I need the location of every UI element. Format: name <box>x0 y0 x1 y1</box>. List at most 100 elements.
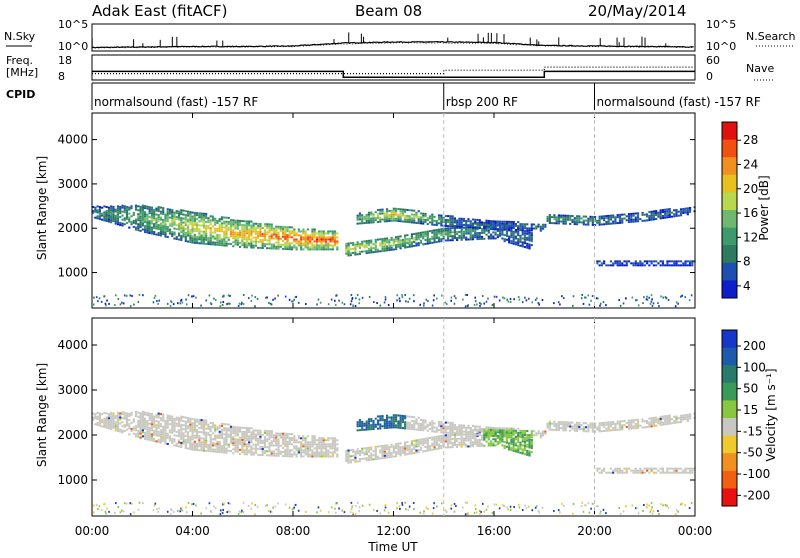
velocity-cell <box>189 444 191 446</box>
power-cell <box>189 239 191 241</box>
power-cell <box>379 244 381 246</box>
power-cell <box>485 226 487 228</box>
power-cell <box>209 294 211 296</box>
velocity-cell <box>386 419 388 421</box>
velocity-cell <box>176 417 178 419</box>
velocity-cell <box>259 436 261 438</box>
velocity-cell <box>185 447 187 449</box>
power-cell <box>186 303 188 305</box>
velocity-cell <box>171 416 173 418</box>
power-cell <box>336 232 338 234</box>
power-cell <box>449 223 451 225</box>
power-cell <box>115 211 117 213</box>
power-cell <box>327 238 329 240</box>
velocity-cell <box>517 451 519 453</box>
velocity-cell <box>223 439 225 441</box>
velocity-cell <box>94 423 96 425</box>
velocity-cell <box>366 429 368 431</box>
power-cell <box>194 212 196 214</box>
velocity-cell <box>375 448 377 450</box>
velocity-cell <box>305 445 307 447</box>
power-cell <box>426 299 428 301</box>
velocity-cell <box>610 421 612 423</box>
power-cell <box>354 252 356 254</box>
velocity-cell <box>198 431 200 433</box>
velocity-cell <box>336 449 338 451</box>
velocity-cell <box>244 427 246 429</box>
velocity-cell <box>196 437 198 439</box>
velocity-cell <box>467 435 469 437</box>
velocity-cell <box>415 445 417 447</box>
velocity-cell <box>569 426 571 428</box>
power-cell <box>526 237 528 239</box>
power-cell <box>108 211 110 213</box>
power-cell <box>504 229 506 231</box>
power-cell <box>614 216 616 218</box>
power-cell <box>409 221 411 223</box>
velocity-cell <box>171 442 173 444</box>
velocity-cell <box>178 421 180 423</box>
power-cell <box>232 237 234 239</box>
power-cell <box>452 225 454 227</box>
velocity-cell <box>531 436 533 438</box>
velocity-cell <box>454 432 456 434</box>
power-cell <box>526 239 528 241</box>
velocity-cell <box>427 443 429 445</box>
power-cell <box>182 228 184 230</box>
velocity-cell <box>137 434 139 436</box>
velocity-cell <box>264 442 266 444</box>
velocity-cell <box>621 470 623 472</box>
velocity-cell <box>506 446 508 448</box>
power-cell <box>419 304 421 306</box>
power-cell <box>128 213 130 215</box>
power-cell <box>323 246 325 248</box>
power-cell <box>133 214 135 216</box>
velocity-cell <box>194 449 196 451</box>
velocity-cell <box>176 443 178 445</box>
velocity-cell <box>348 462 350 464</box>
power-cell <box>409 217 411 219</box>
power-cell <box>300 234 302 236</box>
velocity-cell <box>142 413 144 415</box>
velocity-cell <box>137 422 139 424</box>
velocity-cell <box>368 457 370 459</box>
velocity-cell <box>291 455 293 457</box>
power-cell <box>284 244 286 246</box>
power-cell <box>589 216 591 218</box>
power-cell <box>467 233 469 235</box>
velocity-cell <box>239 431 241 433</box>
velocity-cell <box>445 422 447 424</box>
power-cell <box>379 221 381 223</box>
power-cell <box>171 225 173 227</box>
power-cell <box>237 234 239 236</box>
power-cell <box>456 233 458 235</box>
power-cell <box>119 210 121 212</box>
velocity-cell <box>485 428 487 430</box>
power-cell <box>504 223 506 225</box>
velocity-cell <box>239 511 241 513</box>
velocity-cell <box>201 427 203 429</box>
power-cell <box>124 294 126 296</box>
velocity-cell <box>411 452 413 454</box>
power-cell <box>599 260 601 262</box>
velocity-cell <box>669 421 671 423</box>
power-cell <box>470 226 472 228</box>
power-cell <box>438 233 440 235</box>
velocity-cell <box>223 445 225 447</box>
power-cell <box>388 216 390 218</box>
power-cell <box>255 223 257 225</box>
velocity-cell <box>153 416 155 418</box>
power-cell <box>357 294 359 296</box>
velocity-cell <box>334 443 336 445</box>
velocity-cell <box>452 438 454 440</box>
power-cell <box>207 217 209 219</box>
power-cell <box>433 237 435 239</box>
power-cell <box>307 242 309 244</box>
velocity-cell <box>296 439 298 441</box>
power-cell <box>309 236 311 238</box>
power-cell <box>454 237 456 239</box>
power-cell <box>576 217 578 219</box>
power-cell <box>528 243 530 245</box>
velocity-cell <box>253 444 255 446</box>
velocity-cell <box>377 420 379 422</box>
